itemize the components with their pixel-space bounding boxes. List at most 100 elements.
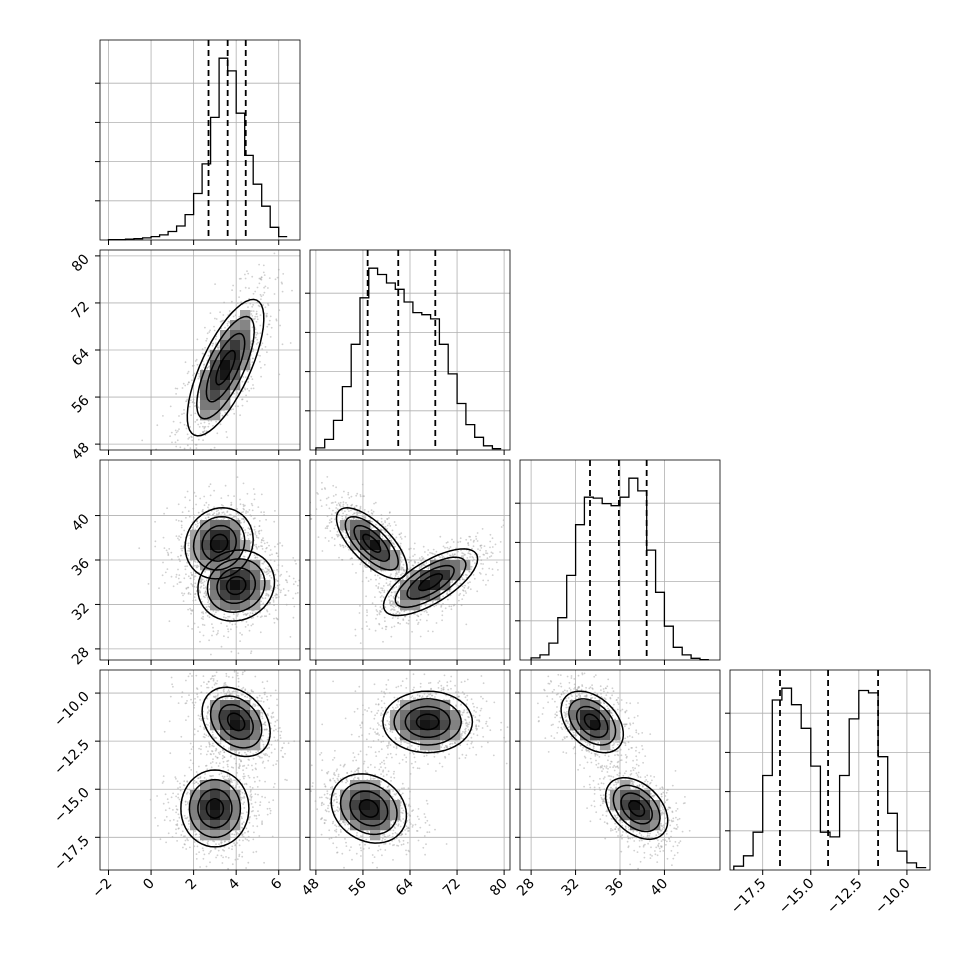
sample-point: [232, 617, 235, 620]
sample-point: [272, 599, 275, 602]
sample-point: [266, 541, 269, 544]
sample-point: [234, 515, 237, 518]
density-cell: [230, 380, 241, 391]
sample-point: [383, 616, 386, 619]
sample-point: [174, 433, 177, 436]
sample-point: [186, 561, 189, 564]
sample-point: [403, 572, 405, 575]
sample-point: [194, 523, 197, 526]
sample-point: [485, 584, 487, 586]
sample-point: [482, 563, 484, 565]
sample-point: [423, 610, 426, 613]
sample-point: [264, 346, 267, 348]
sample-point: [184, 361, 187, 364]
sample-point: [262, 271, 265, 274]
sample-point: [191, 574, 194, 577]
sample-point: [200, 611, 203, 614]
sample-point: [254, 328, 257, 331]
sample-point: [182, 594, 184, 597]
sample-point: [266, 333, 269, 336]
sample-point: [187, 550, 189, 552]
sample-point: [469, 539, 472, 541]
sample-point: [194, 421, 197, 423]
sample-point: [303, 588, 305, 590]
sample-point: [417, 615, 420, 618]
sample-point: [480, 547, 483, 549]
sample-point: [211, 623, 213, 625]
density-cell: [190, 540, 201, 551]
sample-point: [206, 596, 209, 599]
sample-point: [468, 550, 471, 552]
sample-point: [413, 548, 415, 550]
sample-point: [379, 577, 381, 579]
density-cell: [230, 570, 241, 581]
sample-point: [178, 539, 181, 541]
sample-point: [348, 532, 350, 535]
density-cell: [420, 570, 431, 581]
sample-point: [446, 546, 449, 549]
density-cell: [200, 520, 211, 531]
sample-point: [418, 567, 421, 569]
histogram-step: [107, 57, 288, 241]
contour-line: [205, 332, 246, 403]
sample-point: [249, 533, 251, 536]
sample-point: [460, 604, 463, 607]
sample-point: [397, 621, 400, 624]
sample-point: [250, 652, 252, 655]
sample-point: [326, 515, 329, 518]
sample-point: [427, 630, 430, 632]
sample-point: [178, 535, 181, 538]
sample-point: [331, 536, 333, 539]
sample-point: [266, 573, 268, 576]
sample-point: [495, 561, 498, 564]
sample-point: [333, 538, 336, 540]
sample-point: [242, 507, 245, 510]
sample-point: [232, 516, 235, 518]
density-cell: [370, 530, 381, 541]
sample-point: [355, 518, 358, 521]
sample-point: [261, 545, 263, 548]
sample-point: [267, 287, 269, 289]
sample-point: [439, 535, 442, 538]
density-cell: [240, 310, 251, 321]
sample-point: [471, 547, 473, 550]
density-cell: [220, 600, 231, 611]
sample-point: [344, 545, 347, 548]
sample-point: [382, 640, 384, 643]
sample-point: [240, 301, 243, 304]
sample-point: [273, 520, 276, 523]
sample-point: [394, 580, 397, 582]
sample-point: [205, 587, 208, 590]
sample-point: [230, 503, 233, 506]
sample-point: [407, 622, 410, 625]
density-cell: [210, 580, 221, 591]
sample-point: [370, 570, 372, 572]
sample-point: [344, 510, 346, 513]
sample-point: [236, 694, 238, 697]
sample-point: [342, 505, 344, 508]
sample-point: [375, 609, 378, 611]
sample-point: [277, 570, 280, 573]
sample-point: [411, 564, 414, 567]
sample-point: [270, 326, 273, 329]
sample-point: [220, 504, 223, 506]
sample-point: [196, 693, 199, 696]
density-cell: [450, 560, 461, 571]
sample-point: [366, 625, 368, 627]
sample-point: [380, 521, 383, 523]
sample-point: [162, 415, 164, 417]
sample-point: [467, 542, 470, 544]
sample-point: [485, 573, 487, 576]
sample-point: [420, 605, 423, 607]
sample-point: [373, 502, 375, 505]
sample-point: [238, 315, 241, 318]
sample-point: [168, 548, 171, 550]
sample-point: [296, 592, 299, 594]
sample-point: [170, 558, 173, 561]
sample-point: [219, 423, 222, 426]
sample-point: [141, 439, 144, 442]
sample-point: [194, 412, 197, 415]
sample-point: [378, 613, 381, 616]
sample-point: [264, 306, 267, 309]
sample-point: [247, 381, 250, 383]
